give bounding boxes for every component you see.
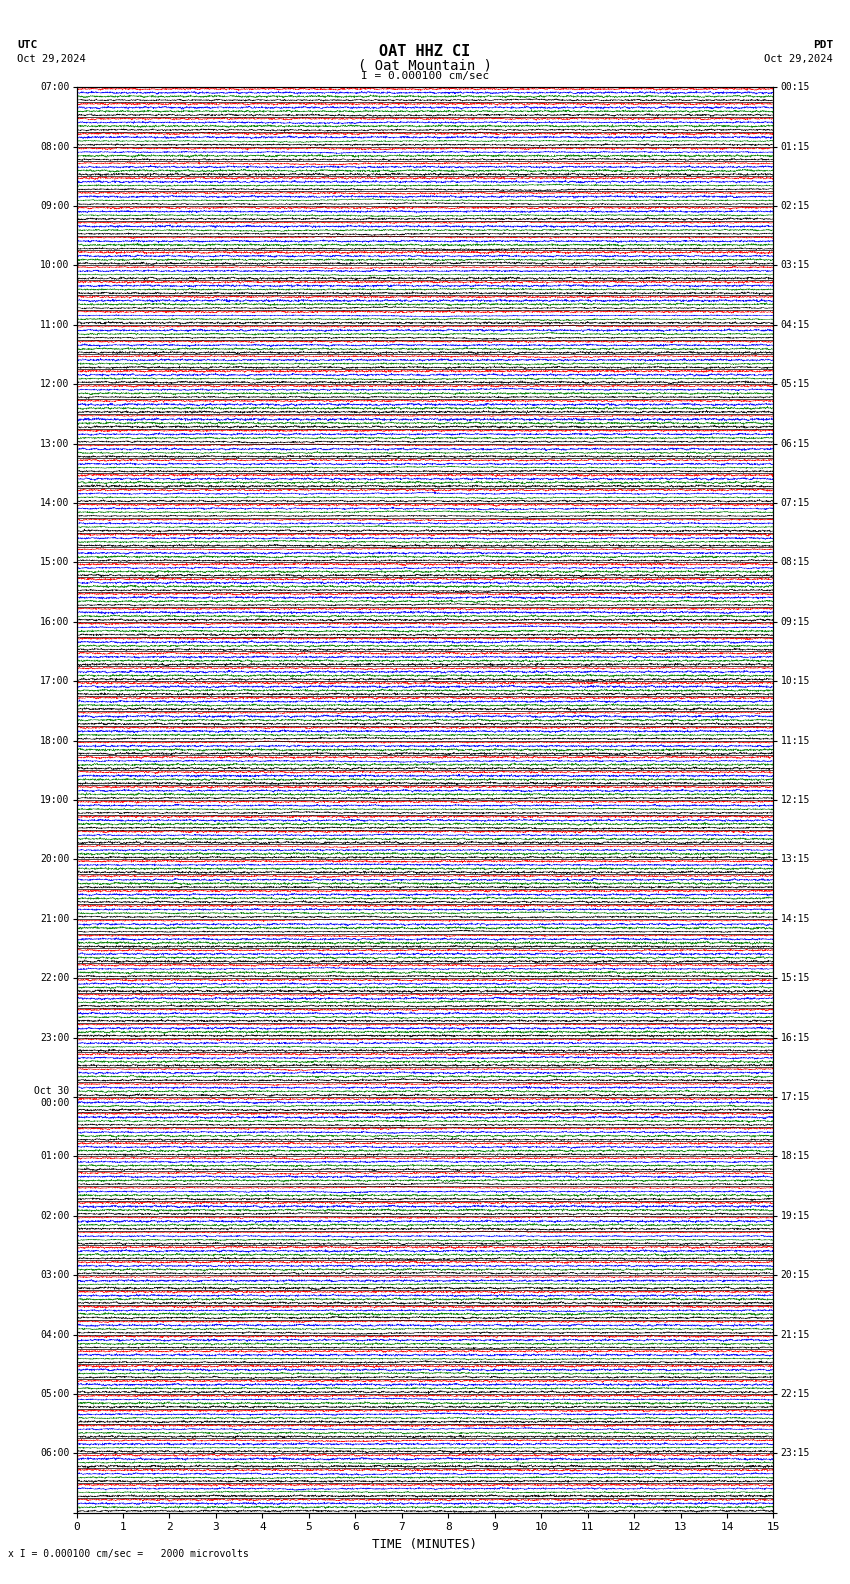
Text: ( Oat Mountain ): ( Oat Mountain ) — [358, 59, 492, 73]
Text: Oct 29,2024: Oct 29,2024 — [17, 54, 86, 63]
Text: x I = 0.000100 cm/sec =   2000 microvolts: x I = 0.000100 cm/sec = 2000 microvolts — [8, 1549, 249, 1559]
Text: UTC: UTC — [17, 40, 37, 49]
Text: OAT HHZ CI: OAT HHZ CI — [379, 44, 471, 59]
X-axis label: TIME (MINUTES): TIME (MINUTES) — [372, 1538, 478, 1551]
Text: I = 0.000100 cm/sec: I = 0.000100 cm/sec — [361, 71, 489, 81]
Text: Oct 29,2024: Oct 29,2024 — [764, 54, 833, 63]
Text: PDT: PDT — [813, 40, 833, 49]
